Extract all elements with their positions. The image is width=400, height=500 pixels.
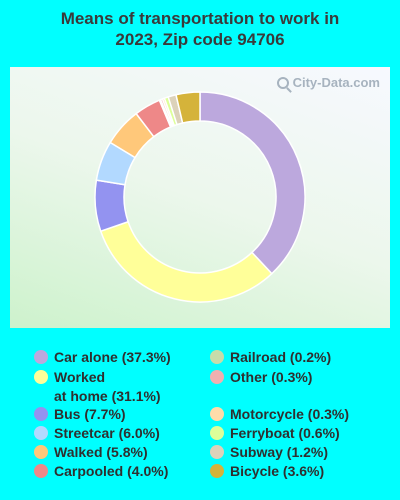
- legend-label: Bus (7.7%): [54, 406, 126, 422]
- legend-swatch: [34, 464, 48, 478]
- legend-swatch: [210, 445, 224, 459]
- legend-label: Bicycle (3.6%): [230, 463, 325, 479]
- legend-item: Motorcycle (0.3%): [210, 405, 349, 424]
- chart-title-line2: 2023, Zip code 94706: [115, 30, 285, 49]
- legend-item: Car alone (37.3%): [34, 348, 171, 367]
- legend-swatch: [210, 350, 224, 364]
- legend-label: Ferryboat (0.6%): [230, 425, 340, 441]
- legend-label: Car alone (37.3%): [54, 349, 171, 365]
- watermark-text: City-Data.com: [292, 75, 380, 90]
- legend-item: Carpooled (4.0%): [34, 462, 168, 481]
- legend-swatch: [210, 464, 224, 478]
- legend-item: Ferryboat (0.6%): [210, 424, 340, 443]
- legend-item: Bus (7.7%): [34, 405, 126, 424]
- legend-label: Subway (1.2%): [230, 444, 329, 460]
- legend-swatch: [210, 370, 224, 384]
- legend-swatch: [210, 407, 224, 421]
- legend-item: Subway (1.2%): [210, 443, 328, 462]
- legend-label: Walked (5.8%): [54, 444, 148, 460]
- legend-item: Railroad (0.2%): [210, 348, 331, 367]
- legend-item: Streetcar (6.0%): [34, 424, 160, 443]
- legend-label: Railroad (0.2%): [230, 349, 332, 365]
- legend-label: Other (0.3%): [230, 369, 313, 385]
- legend-swatch: [210, 426, 224, 440]
- legend-swatch: [34, 445, 48, 459]
- legend-swatch: [34, 407, 48, 421]
- chart-title: Means of transportation to work in 2023,…: [0, 8, 400, 50]
- legend-label: Carpooled (4.0%): [54, 463, 169, 479]
- legend-item: Bicycle (3.6%): [210, 462, 324, 481]
- legend-swatch: [34, 370, 48, 384]
- legend-swatch: [34, 426, 48, 440]
- donut-slice: [199, 91, 306, 275]
- legend-item: Worked at home (31.1%): [34, 368, 161, 406]
- chart-title-line1: Means of transportation to work in: [60, 9, 340, 28]
- legend-label: Motorcycle (0.3%): [230, 406, 350, 422]
- legend-label: Streetcar (6.0%): [54, 425, 160, 441]
- search-icon: [276, 76, 289, 89]
- legend-item: Walked (5.8%): [34, 443, 148, 462]
- legend-item: Other (0.3%): [210, 368, 312, 387]
- legend-swatch: [34, 350, 48, 364]
- legend-label: Worked at home (31.1%): [54, 369, 161, 404]
- donut-slice: [175, 91, 201, 124]
- watermark: City-Data.com: [276, 75, 380, 90]
